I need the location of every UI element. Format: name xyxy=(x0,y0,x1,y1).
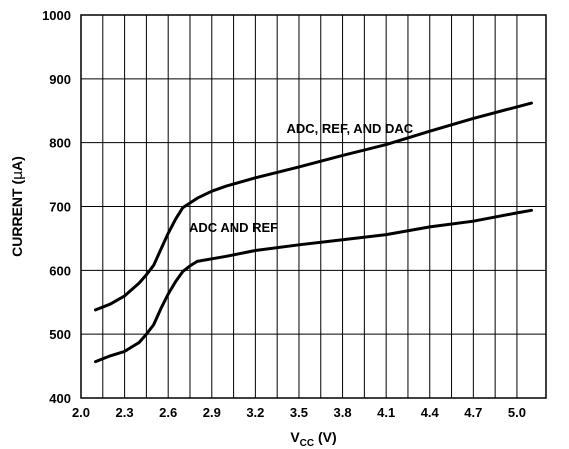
y-tick-labels: 400 500 600 700 800 900 1000 xyxy=(42,8,71,406)
x-tick-label: 2.9 xyxy=(203,405,221,420)
y-tick-label: 500 xyxy=(49,327,71,342)
y-tick-label: 900 xyxy=(49,72,71,87)
x-tick-label: 4.1 xyxy=(377,405,395,420)
x-axis-label-main: V xyxy=(290,429,300,445)
x-tick-label: 4.7 xyxy=(464,405,482,420)
series-annotations: ADC, REF, AND DAC ADC AND REF xyxy=(189,121,414,235)
y-tick-label: 1000 xyxy=(42,8,71,23)
x-tick-label: 3.2 xyxy=(246,405,264,420)
plot-frame xyxy=(80,14,547,399)
series-line-1 xyxy=(94,101,533,312)
y-tick-label: 600 xyxy=(49,263,71,278)
y-tick-label: 700 xyxy=(49,200,71,215)
y-axis-label-prefix: CURRENT ( xyxy=(9,180,25,257)
x-tick-label: 3.5 xyxy=(290,405,308,420)
x-tick-label: 3.8 xyxy=(334,405,352,420)
x-axis-label: VCC (V) xyxy=(290,429,336,449)
y-axis-label-suffix: A) xyxy=(9,156,25,171)
x-tick-label: 4.4 xyxy=(421,405,440,420)
series-label-1: ADC, REF, AND DAC xyxy=(287,121,414,136)
grid xyxy=(81,15,546,398)
series-label-2: ADC AND REF xyxy=(189,220,278,235)
y-tick-label: 400 xyxy=(49,391,71,406)
x-axis-label-subscript: CC xyxy=(300,438,314,449)
x-tick-label: 2.0 xyxy=(72,405,90,420)
x-tick-labels: 2.0 2.3 2.6 2.9 3.2 3.5 3.8 4.1 4.4 4.7 5.0 xyxy=(72,405,526,420)
series-line-2 xyxy=(94,208,533,364)
y-axis-label: CURRENT (μA) xyxy=(9,156,26,257)
series-lines xyxy=(94,101,533,364)
y-axis-label-mu: μ xyxy=(10,171,26,180)
x-tick-label: 2.6 xyxy=(159,405,177,420)
y-tick-label: 800 xyxy=(49,136,71,151)
x-tick-label: 2.3 xyxy=(116,405,134,420)
x-axis-label-unit: (V) xyxy=(314,429,337,445)
x-tick-label: 5.0 xyxy=(508,405,526,420)
